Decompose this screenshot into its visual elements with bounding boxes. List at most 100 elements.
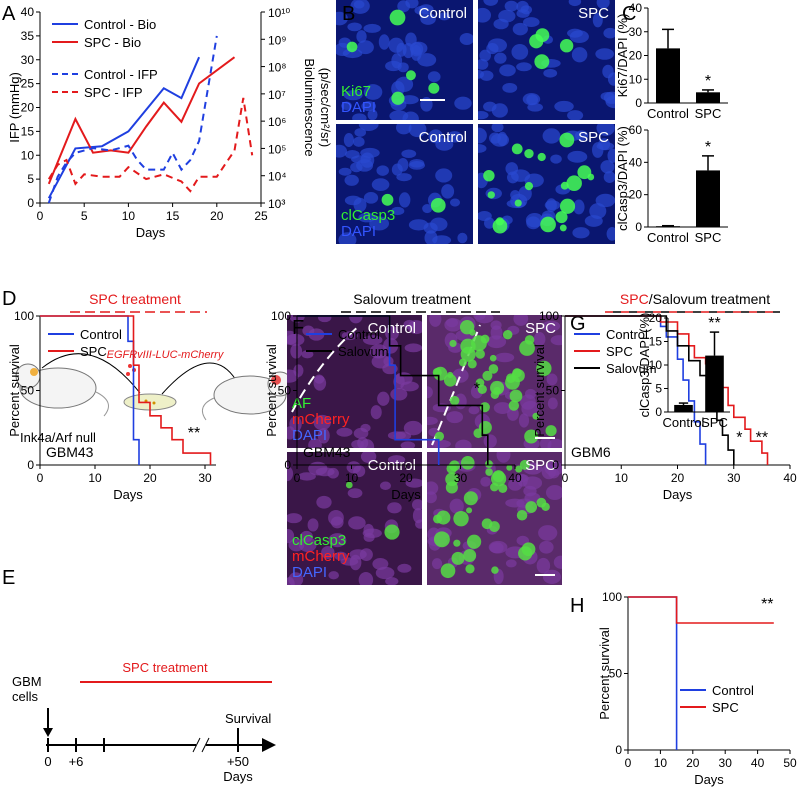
stain-label: DAPI [341,99,376,116]
nucleus [545,485,562,501]
x-tick-label: 0 [37,471,44,485]
y-axis-label: clCasp3/DAPI (%) [637,313,652,418]
nucleus [388,37,404,53]
significance: * [705,139,711,156]
legend-label: Control [712,683,754,698]
nucleus [420,13,436,25]
tile-title: SPC [525,320,556,337]
panel-label: E [2,567,15,589]
nucleus [385,325,399,341]
bar [696,92,720,103]
y-tick-label: 40 [21,5,35,19]
nucleus [301,350,314,359]
nucleus [363,23,381,33]
timeline-label: 0 [44,754,51,769]
legend-label: SPC [606,344,633,359]
nucleus [468,405,480,415]
marker-cell [559,198,576,214]
y-tick-label: 10 [629,72,643,86]
tile-title: Control [368,320,416,337]
nucleus [533,332,546,347]
nucleus [338,167,352,176]
nucleus [480,476,491,487]
marker-cell [453,510,469,527]
panel-label: H [570,595,584,617]
marker-cell [519,459,530,470]
y-axis-label: Percent survival [7,344,22,437]
significance: ** [761,596,773,613]
nucleus [603,27,615,39]
marker-cell [508,400,520,411]
legend-label: Salovum [338,344,389,359]
x-tick-label: 30 [727,471,741,485]
survival-curve [565,315,707,465]
virus [128,364,132,368]
image-tile: SPC [427,452,562,585]
nucleus [493,402,512,414]
image-tile: SPC [478,0,615,120]
tumor-border [291,324,361,413]
legend-label: Control - Bio [84,17,156,32]
nucleus [417,53,437,67]
nucleus [600,160,615,174]
nucleus [494,52,507,64]
x-tick-label: 20 [210,209,224,223]
nucleus [390,387,408,401]
y-tick-label: 50 [278,384,292,398]
mouse-tail [201,397,215,421]
y-axis-label: Percent survival [532,344,547,437]
marker-cell [524,148,534,159]
nucleus [554,100,574,112]
x-tick-label: 40 [508,471,522,485]
nucleus [512,22,528,36]
nucleus [360,452,377,463]
nucleus [328,533,347,548]
nucleus [496,452,511,463]
nucleus [473,315,486,321]
schematic: EGFRvIII-LUC-mCherry Ink4a/Arf null SPC … [12,349,293,784]
nucleus [542,569,562,585]
nucleus [507,407,519,421]
image [427,315,562,448]
nucleus [397,158,409,172]
y-tick-label: 0 [655,405,662,419]
panel-label: C [622,3,636,25]
y-tick-label: 50 [609,667,623,681]
marker-cell [545,425,557,437]
significance: * [736,430,742,447]
nucleus [328,571,340,580]
marker-cell [519,340,535,356]
nucleus [547,438,562,448]
y-tick-label: 15 [649,335,663,349]
bar [674,404,693,412]
survival-curve [297,315,489,465]
nucleus [375,566,395,580]
image [336,124,473,244]
marker-cell [566,175,582,191]
marker-cell [466,534,482,549]
marker-cell [487,191,495,199]
stain-label: mCherry [292,411,350,428]
nucleus [401,149,417,159]
legend-label: Control [606,327,648,342]
cohort-label: GBM43 [303,444,351,460]
x-tick-label: 10 [615,471,629,485]
x-tick-label: 5 [81,209,88,223]
x-tick-label: 20 [671,471,685,485]
image [478,124,615,244]
marker-cell [475,349,485,359]
panel-label: A [2,3,16,25]
marker-cell [433,531,450,548]
nucleus [405,478,422,488]
y2-axis-label: Bioluminescence [302,58,317,156]
marker-cell [453,539,461,547]
timeline-label: +6 [69,754,84,769]
y-tick-label: 0 [635,220,642,234]
marker-cell [463,491,478,506]
series-line [47,35,218,204]
nucleus [567,150,588,163]
y-axis-label: IFP (mmHg) [7,72,22,143]
nucleus [499,64,516,77]
